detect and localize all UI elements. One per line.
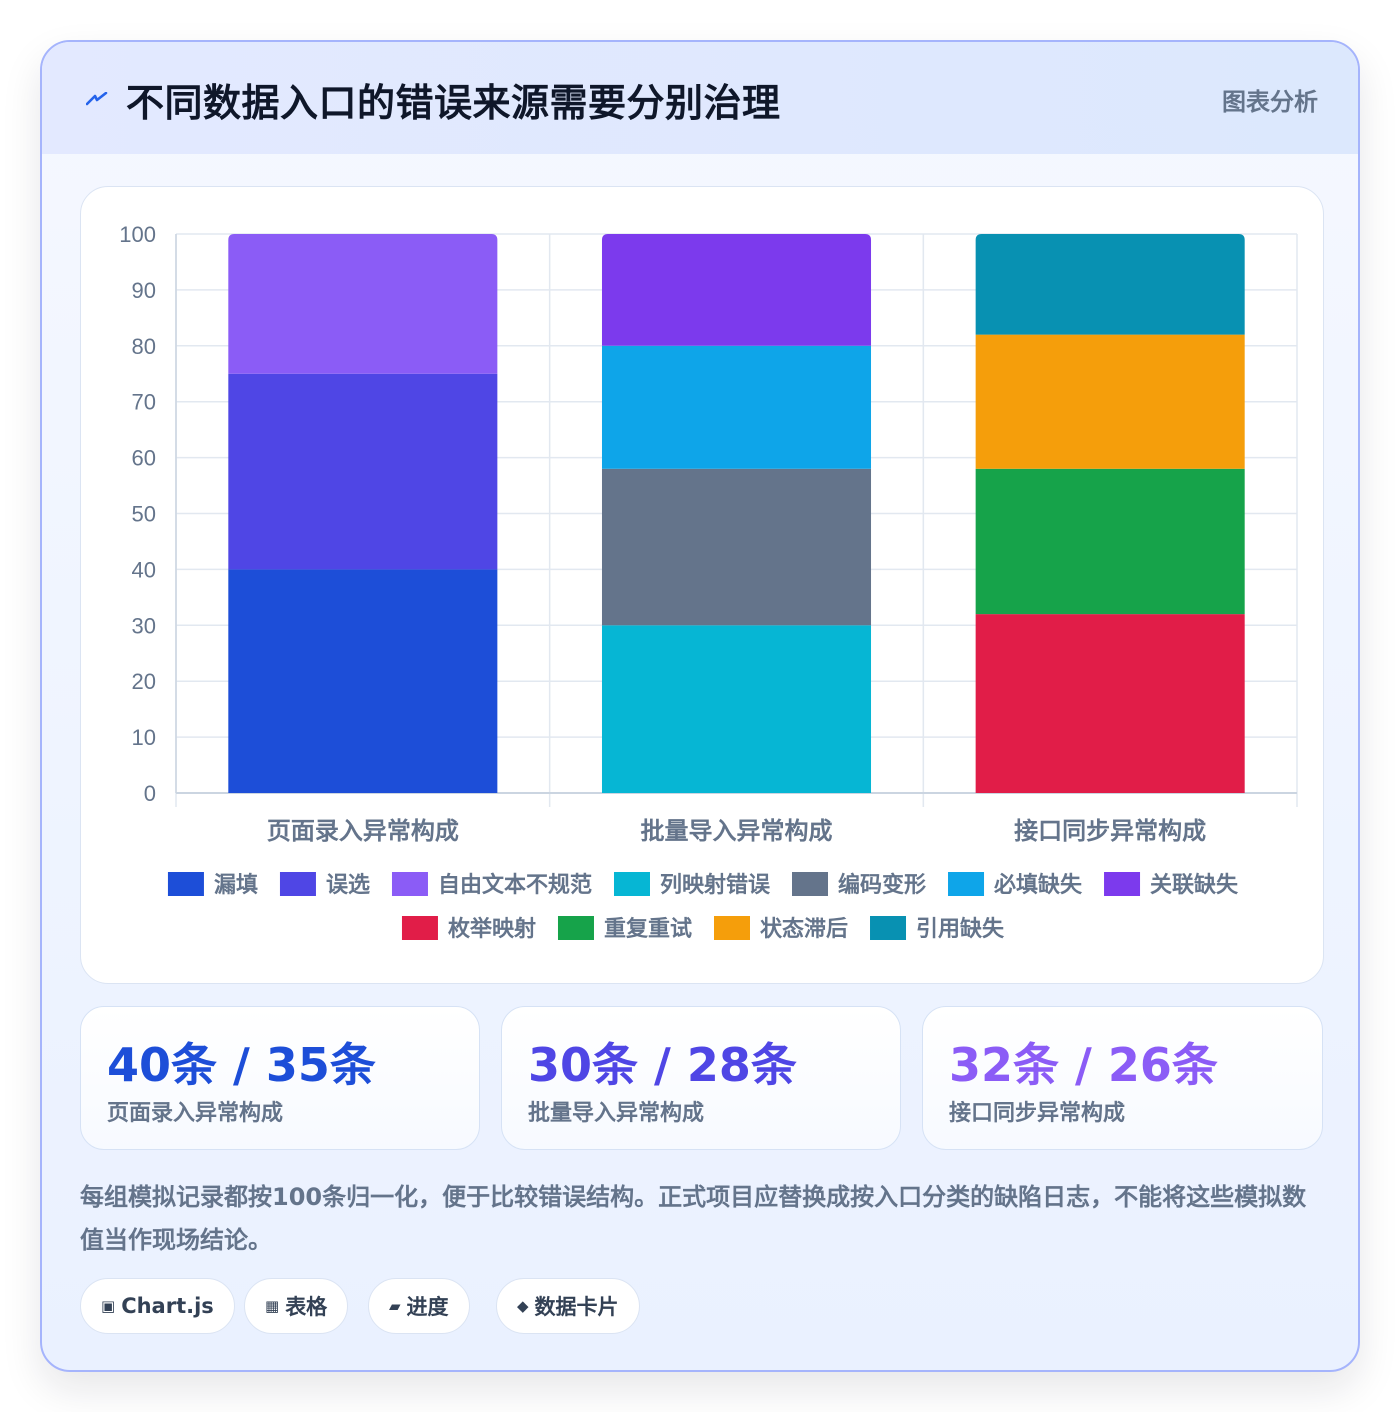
legend-swatch	[714, 916, 750, 940]
y-tick-label: 90	[132, 278, 156, 303]
diamond-icon: ◆	[517, 1297, 529, 1315]
y-tick-label: 20	[132, 669, 156, 694]
bar-segment	[975, 468, 1245, 615]
chart-panel: 0 10 20 30 40 50 60 70 80 90 100 页面录入异常构成 批量导入异常构成 接口…	[80, 186, 1324, 984]
y-tick-label: 50	[132, 502, 156, 527]
chip-chartjs[interactable]: ▣ Chart.js	[80, 1278, 235, 1334]
bar-segment	[975, 334, 1245, 469]
y-tick-label: 0	[144, 781, 156, 806]
stat-value: 30条 / 28条	[528, 1038, 797, 1092]
chip-table[interactable]: ▦ 表格	[244, 1278, 349, 1334]
stat-value: 40条 / 35条	[107, 1038, 376, 1092]
legend-label: 编码变形	[838, 872, 926, 898]
y-tick-label: 40	[132, 557, 156, 582]
card-header: 不同数据入口的错误来源需要分别治理 图表分析	[42, 42, 1358, 154]
stat-label: 页面录入异常构成	[107, 1101, 284, 1126]
legend-label: 枚举映射	[448, 916, 536, 942]
footnote: 每组模拟记录都按100条归一化，便于比较错误结构。正式项目应替换成按入口分类的缺…	[80, 1183, 1307, 1254]
bar-segment	[601, 345, 872, 469]
stat-card-page-entry: 40条 / 35条 页面录入异常构成	[80, 1006, 480, 1150]
x-tick-label: 批量导入异常构成	[641, 817, 833, 845]
chip-label: 表格	[285, 1295, 328, 1319]
y-tick-label: 80	[132, 334, 156, 359]
stat-card-batch-import: 30条 / 28条 批量导入异常构成	[501, 1006, 901, 1150]
legend-swatch	[613, 872, 650, 896]
legend-label: 列映射错误	[660, 872, 771, 898]
legend-swatch	[401, 916, 438, 940]
bar-segment	[601, 468, 872, 626]
y-tick-label: 70	[132, 390, 156, 415]
stat-label: 接口同步异常构成	[949, 1101, 1126, 1126]
legend-label: 误选	[326, 873, 370, 898]
x-tick-label: 接口同步异常构成	[1014, 817, 1206, 845]
chip-data-card[interactable]: ◆ 数据卡片	[496, 1278, 640, 1334]
chart-icon: ▣	[101, 1297, 116, 1315]
legend-label: 关联缺失	[1150, 872, 1239, 898]
stat-card-api-sync: 32条 / 26条 接口同步异常构成	[922, 1006, 1323, 1150]
legend-label: 重复重试	[604, 916, 692, 942]
legend-label: 必填缺失	[994, 872, 1083, 898]
legend-label: 引用缺失	[916, 916, 1005, 942]
legend-label: 漏填	[214, 872, 258, 898]
legend-swatch	[870, 916, 907, 940]
legend-swatch	[167, 872, 204, 896]
bar-segment	[228, 234, 498, 374]
stat-value: 32条 / 26条	[949, 1038, 1218, 1092]
legend-swatch	[279, 872, 316, 896]
progress-icon: ▰	[389, 1297, 401, 1315]
bar-segment	[601, 625, 872, 793]
page-title: 不同数据入口的错误来源需要分别治理	[126, 81, 781, 125]
y-tick-label: 10	[132, 725, 156, 750]
stacked-bar-chart: 0 10 20 30 40 50 60 70 80 90 100 页面录入异常构成 批量导入异常构成 接口…	[119, 222, 1298, 942]
stat-label: 批量导入异常构成	[528, 1101, 705, 1126]
chart-card: 不同数据入口的错误来源需要分别治理 图表分析 0 10 20 30 40 50 60 70 80…	[40, 40, 1360, 1372]
y-tick-label: 60	[132, 446, 156, 471]
bolt-icon	[86, 92, 108, 106]
legend-swatch	[557, 916, 594, 940]
legend-swatch	[391, 872, 428, 896]
y-tick-label: 30	[132, 613, 156, 638]
chip-label: Chart.js	[121, 1294, 214, 1318]
legend-swatch	[1104, 872, 1141, 896]
bar-segment	[601, 234, 872, 346]
y-tick-label: 100	[119, 222, 156, 247]
legend-label: 状态滞后	[760, 916, 848, 942]
bar-segment	[975, 614, 1245, 793]
legend-label: 自由文本不规范	[438, 872, 592, 898]
legend-swatch	[948, 872, 985, 896]
chip-progress[interactable]: ▰ 进度	[368, 1278, 470, 1334]
header-tag: 图表分析	[1222, 88, 1318, 116]
chip-label: 数据卡片	[534, 1295, 619, 1319]
bar-segment	[975, 234, 1245, 335]
table-icon: ▦	[265, 1297, 280, 1315]
bar-segment	[228, 569, 498, 793]
bar-segment	[228, 373, 498, 570]
x-tick-label: 页面录入异常构成	[267, 817, 459, 845]
chip-label: 进度	[406, 1295, 449, 1319]
legend-swatch	[792, 872, 829, 896]
